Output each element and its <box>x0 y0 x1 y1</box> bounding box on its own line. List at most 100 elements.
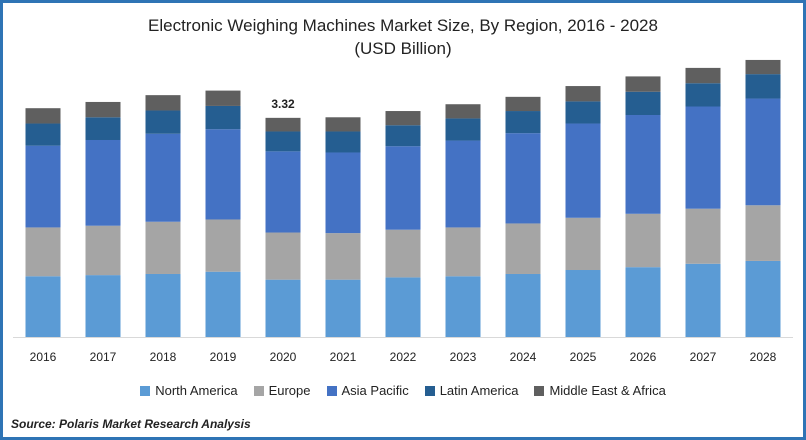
x-tick-label-2022: 2022 <box>390 350 417 364</box>
chart-title: Electronic Weighing Machines Market Size… <box>148 16 658 35</box>
bar-segment-2020-latin-america <box>265 131 301 152</box>
bar-segment-2022-middle-east-africa <box>385 111 421 126</box>
bar-segment-2027-middle-east-africa <box>685 67 721 84</box>
bar-segment-2026-latin-america <box>625 91 661 116</box>
bar-segment-2017-asia-pacific <box>85 139 121 226</box>
x-tick-label-2024: 2024 <box>510 350 537 364</box>
bar-segment-2024-latin-america <box>505 111 541 134</box>
bar-segment-2018-asia-pacific <box>145 133 181 222</box>
bar-segment-2020-europe <box>265 232 301 280</box>
bar-segment-2020-asia-pacific <box>265 151 301 233</box>
bar-segment-2026-europe <box>625 213 661 268</box>
x-tick-label-2019: 2019 <box>210 350 237 364</box>
legend-label: Asia Pacific <box>341 383 409 398</box>
bar-segment-2027-asia-pacific <box>685 106 721 209</box>
x-tick-label-2020: 2020 <box>270 350 297 364</box>
legend-item-latin-america: Latin America <box>424 383 519 398</box>
bar-segment-2017-north-america <box>85 275 121 337</box>
bar-segment-2021-north-america <box>325 279 361 337</box>
bar-segment-2027-europe <box>685 208 721 264</box>
bar-segment-2022-north-america <box>385 277 421 337</box>
bar-segment-2023-asia-pacific <box>445 140 481 228</box>
bar-segment-2016-middle-east-africa <box>25 108 61 124</box>
bar-segment-2021-asia-pacific <box>325 152 361 234</box>
legend-label: Latin America <box>439 383 519 398</box>
bar-segment-2023-europe <box>445 227 481 277</box>
bar-segment-2024-asia-pacific <box>505 133 541 224</box>
bar-segment-2028-middle-east-africa <box>745 59 781 75</box>
bar-segment-2025-north-america <box>565 270 601 337</box>
bar-segment-2021-middle-east-africa <box>325 117 361 132</box>
x-tick-label-2021: 2021 <box>330 350 357 364</box>
legend-label: Middle East & Africa <box>549 383 666 398</box>
bar-segment-2017-middle-east-africa <box>85 101 121 118</box>
bar-segment-2022-europe <box>385 229 421 278</box>
legend-swatch <box>424 385 435 396</box>
chart-subtitle: (USD Billion) <box>354 39 452 58</box>
bar-segment-2025-europe <box>565 217 601 271</box>
bar-segment-2019-europe <box>205 219 241 272</box>
x-tick-label-2023: 2023 <box>450 350 477 364</box>
bar-segment-2028-europe <box>745 205 781 261</box>
x-tick-label-2027: 2027 <box>690 350 717 364</box>
bar-segment-2025-middle-east-africa <box>565 86 601 102</box>
legend-item-europe: Europe <box>253 383 311 398</box>
bar-segment-2016-north-america <box>25 276 61 337</box>
bar-segment-2021-latin-america <box>325 131 361 153</box>
bar-segment-2027-latin-america <box>685 83 721 107</box>
data-label-2020: 3.32 <box>271 97 295 111</box>
bar-segment-2018-europe <box>145 221 181 274</box>
bar-segment-2016-asia-pacific <box>25 145 61 228</box>
bar-segment-2028-asia-pacific <box>745 98 781 206</box>
bar-segment-2019-latin-america <box>205 105 241 130</box>
bar-segment-2026-middle-east-africa <box>625 76 661 92</box>
x-tick-label-2025: 2025 <box>570 350 597 364</box>
legend-swatch <box>253 385 264 396</box>
bar-segment-2019-north-america <box>205 271 241 337</box>
legend-item-middle-east-africa: Middle East & Africa <box>534 383 666 398</box>
bar-segment-2024-europe <box>505 223 541 274</box>
legend-swatch <box>326 385 337 396</box>
bar-segment-2018-middle-east-africa <box>145 95 181 111</box>
legend-label: Europe <box>268 383 311 398</box>
bar-segment-2018-latin-america <box>145 110 181 134</box>
bar-segment-2026-asia-pacific <box>625 115 661 214</box>
x-tick-label-2017: 2017 <box>90 350 117 364</box>
legend-label: North America <box>155 383 238 398</box>
stacked-bar-chart: 2016 2017 2018 2019 3.32 2020 2021 2022 2023 2024… <box>13 59 793 364</box>
bar-segment-2028-north-america <box>745 260 781 337</box>
bar-segment-2024-north-america <box>505 273 541 337</box>
legend-swatch <box>140 385 151 396</box>
bar-segment-2023-latin-america <box>445 118 481 141</box>
bar-segment-2021-europe <box>325 233 361 280</box>
x-tick-label-2028: 2028 <box>750 350 777 364</box>
bar-segment-2022-asia-pacific <box>385 146 421 230</box>
bar-segment-2023-middle-east-africa <box>445 104 481 119</box>
source-note: Source: Polaris Market Research Analysis <box>11 417 251 431</box>
bar-segment-2025-asia-pacific <box>565 123 601 218</box>
bar-segment-2025-latin-america <box>565 101 601 124</box>
bar-segment-2019-asia-pacific <box>205 129 241 220</box>
x-tick-label-2018: 2018 <box>150 350 177 364</box>
bar-segment-2023-north-america <box>445 276 481 337</box>
bar-segment-2026-north-america <box>625 267 661 337</box>
bar-segment-2019-middle-east-africa <box>205 90 241 106</box>
bar-segment-2020-middle-east-africa <box>265 117 301 132</box>
x-tick-label-2026: 2026 <box>630 350 657 364</box>
bar-segment-2016-latin-america <box>25 123 61 146</box>
bar-segment-2020-north-america <box>265 279 301 337</box>
x-tick-label-2016: 2016 <box>30 350 57 364</box>
legend-item-asia-pacific: Asia Pacific <box>326 383 409 398</box>
bar-segment-2022-latin-america <box>385 125 421 147</box>
bar-segment-2018-north-america <box>145 273 181 337</box>
bar-segment-2017-europe <box>85 225 121 276</box>
bar-segment-2024-middle-east-africa <box>505 96 541 112</box>
legend-swatch <box>534 385 545 396</box>
legend-item-north-america: North America <box>140 383 238 398</box>
chart-legend: North America Europe Asia Pacific Latin Ame… <box>3 383 803 398</box>
bar-segment-2028-latin-america <box>745 74 781 99</box>
bar-segment-2017-latin-america <box>85 117 121 140</box>
bar-segment-2016-europe <box>25 227 61 277</box>
bar-segment-2027-north-america <box>685 263 721 337</box>
